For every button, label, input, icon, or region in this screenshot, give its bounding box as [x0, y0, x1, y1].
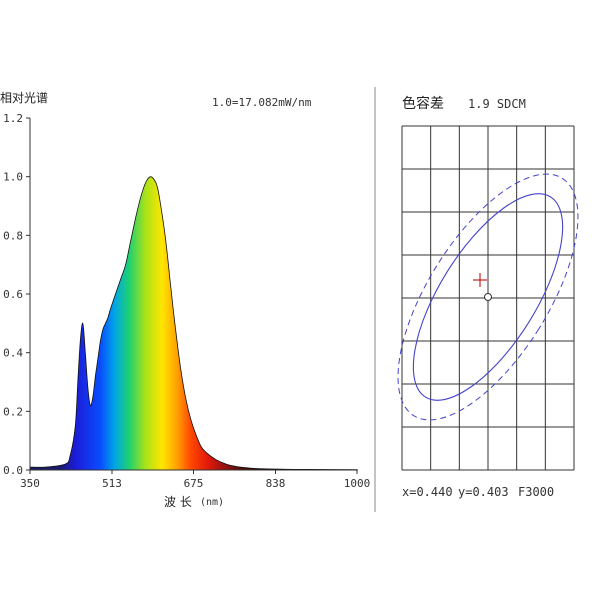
sdcm-title: 色容差	[402, 95, 444, 112]
spectrum-y-ticks: 0.0 0.2 0.4 0.6 0.8 1.0 1.2	[3, 112, 30, 477]
sdcm-grid	[401, 125, 575, 471]
spectrum-x-tick-label: 838	[266, 477, 286, 490]
spectrum-area	[30, 176, 357, 470]
spectrum-x-axis-unit: (nm)	[200, 497, 224, 508]
measured-point-marker	[473, 273, 487, 287]
spectrum-y-axis-label: 相对光谱	[0, 91, 48, 105]
spectrum-y-tick-label: 0.0	[3, 464, 23, 477]
spectrum-y-tick-label: 1.2	[3, 112, 23, 125]
spectrum-curve	[29, 176, 358, 471]
sdcm-x-readout: x=0.440	[402, 485, 453, 499]
spectrum-y-tick-label: 0.8	[3, 229, 23, 242]
spectrum-y-tick-label: 0.4	[3, 347, 23, 360]
spectrum-chart: 相对光谱 1.0=17.082mW/nm 0.0 0.2 0.4 0.6 0.8 1.0 1…	[0, 91, 370, 509]
spectrum-normalization-note: 1.0=17.082mW/nm	[212, 96, 312, 109]
target-point-marker	[484, 293, 492, 301]
spectrum-x-ticks: 350 513 675 838 1000	[20, 470, 370, 490]
sdcm-value: 1.9 SDCM	[468, 97, 526, 111]
sdcm-inner-ellipse	[412, 193, 564, 401]
spectrum-x-tick-label: 675	[184, 477, 204, 490]
spectrum-x-tick-label: 1000	[344, 477, 371, 490]
sdcm-y-readout: y=0.403	[458, 485, 509, 499]
spectrum-y-tick-label: 0.6	[3, 288, 23, 301]
spectrum-y-tick-label: 0.2	[3, 405, 23, 418]
spectrum-x-tick-label: 513	[102, 477, 122, 490]
spectrum-x-axis-label: 波 长	[164, 495, 192, 509]
sdcm-outer-ellipse-dashed	[397, 173, 579, 421]
spectrum-x-tick-label: 350	[20, 477, 40, 490]
spectrum-y-tick-label: 1.0	[3, 171, 23, 184]
sdcm-chart: 色容差 1.9 SDCM x=0.440 y=0.403 F3000	[397, 95, 579, 499]
sdcm-reference: F3000	[518, 485, 554, 499]
